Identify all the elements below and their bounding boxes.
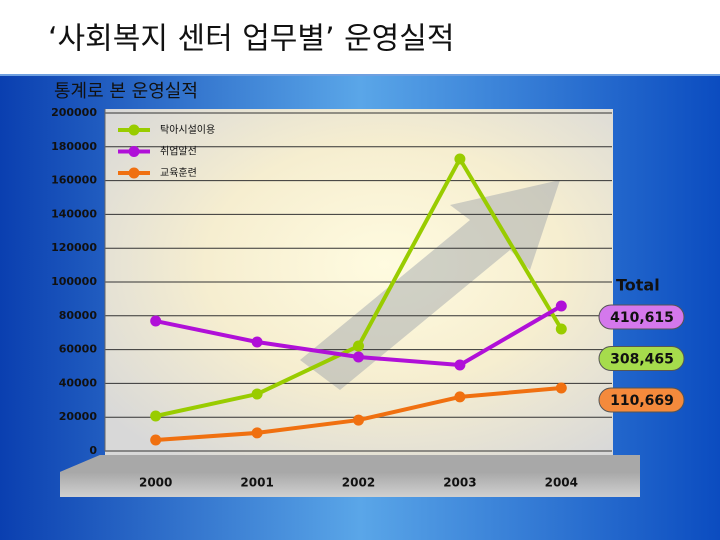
chart: 0 20000 40000 60000 80000 100000 120000 140000 1… [51,106,685,490]
total-value: 410,615 [610,310,674,326]
y-tick-label: 180000 [51,140,97,153]
floor-top [60,455,640,472]
point [150,434,162,446]
legend-marker [128,124,140,136]
point [555,300,567,312]
x-tick-label: 2004 [545,476,578,490]
point [454,153,466,165]
legend-marker [128,167,140,179]
total-box [598,304,685,330]
legend-label: 교육훈련 [160,166,197,179]
point [251,336,263,348]
subtitle: 통계로 본 운영실적 [54,81,198,102]
y-tick-label: 40000 [59,376,98,389]
point [150,410,162,422]
x-tick-label: 2002 [342,476,375,490]
header [0,0,720,75]
point [454,391,466,403]
total-title: Total [616,276,660,295]
x-tick-label: 2000 [139,476,172,490]
legend-marker [128,146,140,157]
y-tick-label: 160000 [51,174,97,187]
point [251,427,263,439]
y-tick-label: 140000 [51,207,97,220]
y-tick-label: 60000 [59,343,98,356]
y-tick-label: 0 [89,444,97,457]
total-box [598,346,685,371]
y-tick-label: 100000 [51,275,97,288]
legend-label: 취업알선 [160,145,197,158]
total-value: 110,669 [610,393,674,409]
x-tick-label: 2003 [443,476,476,490]
point [353,414,364,426]
total-value: 308,465 [610,352,674,368]
y-tick-label: 20000 [59,410,98,423]
title: ‘사회복지 센터 업무별’ 운영실적 [48,22,454,57]
point [353,340,364,352]
y-tick-label: 120000 [51,241,97,254]
point [353,351,364,363]
point [454,359,466,371]
point [251,388,263,400]
total-box [598,387,685,413]
y-tick-label: 80000 [59,309,98,322]
x-tick-label: 2001 [240,476,273,490]
y-tick-label: 200000 [51,106,97,119]
point [555,382,567,394]
point [555,323,567,335]
point [150,315,162,327]
legend-label: 탁아시설이용 [160,124,215,136]
